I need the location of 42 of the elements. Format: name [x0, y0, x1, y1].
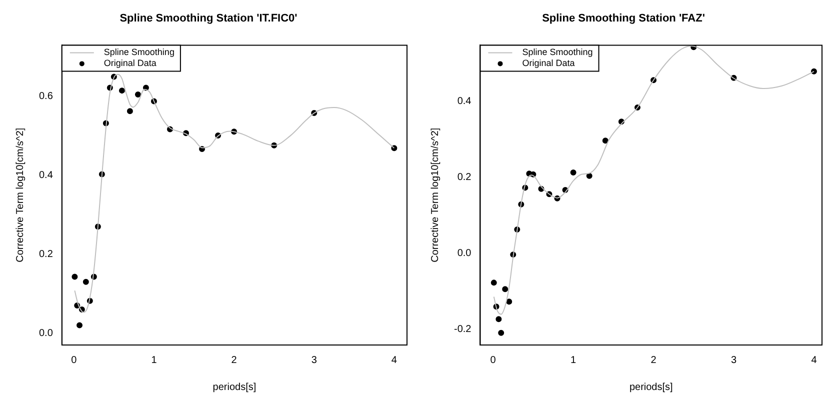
- x-tick-label: 0: [490, 354, 496, 366]
- x-tick-label: 3: [311, 354, 318, 366]
- point: [490, 280, 497, 286]
- point: [134, 92, 141, 98]
- chart-title: Spline Smoothing Station 'IT.FIC0': [120, 12, 298, 25]
- y-axis-title: Corrective Term log10[cm/s^2]: [14, 128, 26, 262]
- legend-label: Spline Smoothing: [104, 47, 174, 58]
- chart-title: Spline Smoothing Station 'FAZ': [542, 12, 706, 25]
- y-tick-label: 0.2: [38, 249, 54, 260]
- y-tick-label: 0.0: [457, 248, 472, 259]
- point: [502, 286, 508, 292]
- point: [118, 88, 125, 94]
- point: [496, 316, 502, 322]
- point: [72, 274, 78, 280]
- x-tick-label: 1: [570, 354, 577, 366]
- legend-label: Original Data: [104, 58, 156, 68]
- legend-label: Original Data: [522, 58, 575, 68]
- x-tick-label: 3: [730, 354, 737, 366]
- point: [570, 169, 576, 176]
- point: [586, 172, 592, 179]
- x-axis-title: periods[s]: [629, 382, 674, 393]
- y-tick-label: 0.6: [38, 91, 54, 102]
- x-tick-label: 2: [231, 354, 238, 366]
- x-tick-label: 2: [650, 354, 657, 366]
- legend-label: Spline Smoothing: [522, 47, 593, 58]
- y-tick-label: 0.4: [38, 170, 54, 182]
- point: [126, 108, 133, 114]
- x-axis-title: periods[s]: [212, 382, 256, 393]
- point: [602, 138, 608, 144]
- point: [498, 330, 504, 336]
- x-tick-label: 4: [391, 354, 398, 366]
- y-tick-label: 0.0: [38, 328, 54, 339]
- point: [506, 298, 512, 305]
- y-tick-label: 0.2: [457, 172, 472, 183]
- point: [76, 322, 83, 328]
- point: [82, 278, 89, 285]
- x-tick-label: 1: [151, 354, 158, 366]
- y-tick-label: -0.2: [454, 324, 472, 335]
- x-tick-label: 0: [71, 354, 78, 366]
- y-axis-title: Corrective Term log10[cm/s^2]: [430, 128, 441, 262]
- y-tick-label: 0.4: [457, 96, 472, 107]
- x-tick-label: 4: [811, 354, 818, 366]
